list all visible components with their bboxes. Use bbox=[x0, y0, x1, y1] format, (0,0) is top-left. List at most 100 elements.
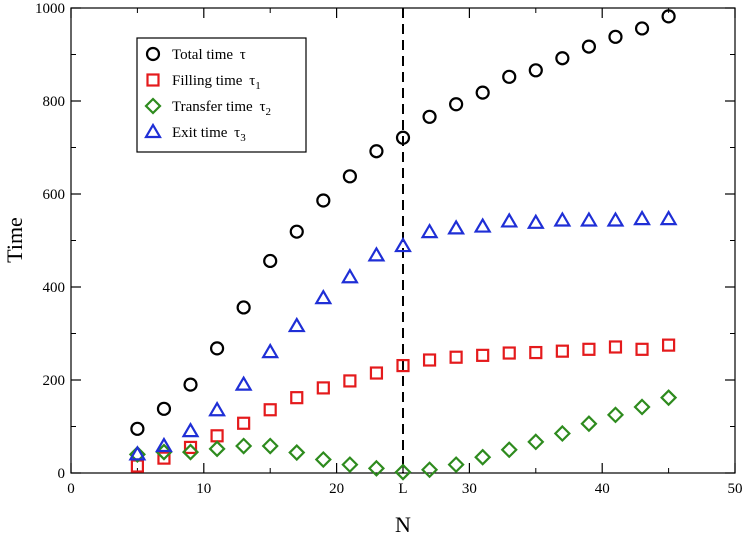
square-legend-marker bbox=[146, 73, 160, 87]
diamond-data-point bbox=[261, 437, 279, 455]
square-data-point bbox=[661, 338, 676, 352]
triangle-data-point bbox=[261, 342, 280, 359]
x-tick-label: 40 bbox=[595, 481, 610, 497]
y-tick-label: 800 bbox=[43, 94, 66, 110]
square-data-point bbox=[210, 429, 224, 443]
diamond-legend-marker bbox=[144, 97, 162, 115]
circle-data-point bbox=[422, 109, 437, 124]
circle-data-point bbox=[130, 421, 145, 436]
diamond-data-point bbox=[527, 433, 545, 451]
circle-data-point bbox=[634, 21, 650, 36]
square-data-point bbox=[502, 346, 516, 360]
diamond-data-point bbox=[633, 398, 651, 416]
triangle-data-point bbox=[633, 209, 651, 226]
diamond-data-point bbox=[288, 443, 306, 462]
x-tick-label: 30 bbox=[462, 481, 477, 497]
legend: Total time τ Filling time τ1 Transfer time… bbox=[136, 37, 307, 153]
triangle-data-point bbox=[580, 211, 598, 227]
legend-box bbox=[136, 37, 307, 153]
triangle-data-point bbox=[553, 211, 572, 227]
circle-data-point bbox=[342, 169, 357, 184]
y-tick-label: 600 bbox=[43, 187, 66, 203]
diamond-data-point bbox=[421, 461, 439, 479]
diamond-data-point bbox=[314, 450, 332, 469]
square-data-point bbox=[635, 342, 649, 356]
circle-data-point bbox=[449, 97, 464, 112]
triangle-legend-marker bbox=[144, 122, 162, 139]
legend-label: Filling time τ1 bbox=[172, 73, 261, 92]
y-tick-label: 0 bbox=[58, 466, 66, 482]
x-tick-label: 10 bbox=[196, 481, 211, 497]
circle-data-point bbox=[555, 51, 570, 66]
triangle-data-point bbox=[500, 212, 519, 228]
x-tick-label: 20 bbox=[329, 481, 344, 497]
triangle-data-point bbox=[526, 213, 545, 229]
circle-data-point bbox=[475, 85, 490, 100]
square-data-point bbox=[555, 344, 569, 358]
triangle-data-point bbox=[340, 268, 359, 284]
triangle-data-point bbox=[447, 219, 466, 235]
circle-data-point bbox=[661, 9, 676, 24]
circle-data-point bbox=[289, 224, 304, 239]
diamond-data-point bbox=[367, 459, 385, 477]
circle-data-point bbox=[183, 377, 198, 392]
square-data-point bbox=[343, 374, 357, 388]
square-data-point bbox=[183, 440, 198, 455]
diamond-data-point bbox=[155, 443, 173, 461]
triangle-data-point bbox=[287, 316, 306, 333]
square-data-point bbox=[582, 342, 596, 356]
y-tick-label: 200 bbox=[43, 373, 66, 389]
diamond-data-point bbox=[606, 406, 625, 424]
legend-label: Exit time τ3 bbox=[172, 125, 246, 144]
circle-data-point bbox=[528, 63, 543, 78]
triangle-data-point bbox=[473, 217, 492, 233]
square-data-point bbox=[529, 345, 543, 360]
triangle-data-point bbox=[234, 375, 253, 391]
diamond-data-point bbox=[235, 437, 253, 455]
square-data-point bbox=[422, 353, 437, 367]
circle-legend-marker bbox=[145, 46, 161, 62]
x-tick-label: 0 bbox=[67, 481, 75, 497]
diamond-data-point bbox=[580, 415, 598, 433]
diamond-data-point bbox=[474, 448, 492, 466]
y-tick-label: 400 bbox=[43, 280, 66, 296]
square-data-point bbox=[237, 416, 251, 430]
diamond-data-point bbox=[553, 424, 571, 443]
square-data-point bbox=[369, 366, 384, 380]
triangle-data-point bbox=[606, 211, 625, 227]
triangle-data-point bbox=[394, 236, 412, 253]
circle-data-point bbox=[316, 193, 331, 208]
square-data-point bbox=[449, 350, 463, 364]
data-points bbox=[128, 9, 678, 481]
square-data-point bbox=[608, 340, 623, 354]
legend-label: Total time τ bbox=[172, 47, 246, 63]
triangle-data-point bbox=[208, 401, 226, 417]
legend-label: Transfer time τ2 bbox=[172, 99, 271, 118]
square-data-point bbox=[263, 403, 277, 417]
circle-data-point bbox=[395, 130, 411, 145]
diamond-data-point bbox=[128, 445, 146, 463]
triangle-data-point bbox=[420, 222, 439, 239]
square-data-point bbox=[476, 348, 490, 362]
diamond-data-point bbox=[447, 456, 465, 474]
circle-data-point bbox=[369, 144, 384, 159]
diamond-data-point bbox=[660, 389, 678, 407]
y-tick-label: 1000 bbox=[35, 1, 65, 17]
square-data-point bbox=[396, 358, 410, 373]
triangle-data-point bbox=[314, 288, 333, 305]
circle-data-point bbox=[502, 69, 517, 84]
square-data-point bbox=[316, 381, 330, 395]
triangle-data-point bbox=[659, 209, 678, 226]
triangle-data-point bbox=[155, 436, 173, 453]
circle-data-point bbox=[236, 300, 251, 315]
diamond-data-point bbox=[394, 463, 412, 481]
circle-data-point bbox=[581, 39, 597, 54]
x-tick-label: 50 bbox=[728, 481, 743, 497]
diamond-data-point bbox=[500, 441, 518, 459]
circle-data-point bbox=[156, 401, 172, 416]
diamond-data-point bbox=[208, 440, 226, 458]
square-data-point bbox=[157, 451, 171, 465]
y-axis-title: Time bbox=[2, 217, 27, 263]
triangle-data-point bbox=[367, 246, 386, 262]
